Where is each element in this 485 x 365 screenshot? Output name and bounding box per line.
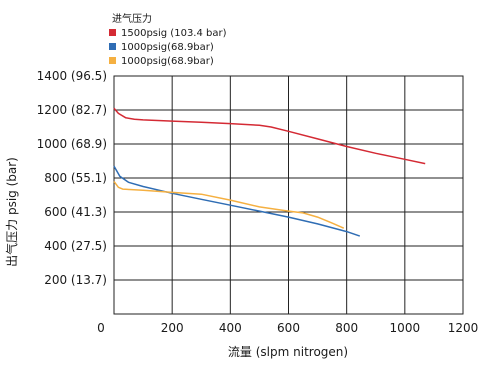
legend-label-1000psig-blue: 1000psig(68.9bar) bbox=[121, 42, 214, 53]
x-tick-labels: 0 200 400 600 800 1000 1200 bbox=[97, 321, 478, 335]
x-tick-label: 1000 bbox=[390, 321, 421, 335]
y-tick-label: 400 (27.5) bbox=[44, 239, 107, 253]
y-tick-label: 200 (13.7) bbox=[44, 273, 107, 287]
y-tick-label: 600 (41.3) bbox=[44, 205, 107, 219]
x-axis-label: 流量 (slpm nitrogen) bbox=[228, 345, 348, 359]
plot-grid bbox=[113, 75, 464, 315]
y-tick-labels: 200 (13.7) 400 (27.5) 600 (41.3) 800 (55.1)… bbox=[37, 69, 107, 287]
legend-swatch-1000psig-orange bbox=[109, 57, 116, 64]
x-tick-label: 400 bbox=[219, 321, 242, 335]
y-tick-label: 1000 (68.9) bbox=[37, 137, 107, 151]
x-tick-label: 600 bbox=[277, 321, 300, 335]
legend-title: 进气压力 bbox=[112, 12, 152, 25]
y-tick-label: 1400 (96.5) bbox=[37, 69, 107, 83]
y-tick-label: 800 (55.1) bbox=[44, 171, 107, 185]
series-line-2 bbox=[113, 180, 345, 229]
x-tick-label: 0 bbox=[97, 321, 105, 335]
series-layer bbox=[113, 107, 426, 237]
legend-swatch-1000psig-blue bbox=[109, 43, 116, 50]
x-tick-label: 1200 bbox=[448, 321, 479, 335]
x-tick-label: 200 bbox=[161, 321, 184, 335]
legend: 进气压力 1500psig (103.4 bar) 1000psig(68.9b… bbox=[109, 12, 227, 67]
legend-label-1000psig-orange: 1000psig(68.9bar) bbox=[121, 56, 214, 67]
series-line-0 bbox=[113, 107, 426, 165]
legend-swatch-1500psig bbox=[109, 29, 116, 36]
y-axis-label: 出气压力 psig (bar) bbox=[4, 157, 19, 267]
x-tick-label: 800 bbox=[335, 321, 358, 335]
series-line-1 bbox=[113, 165, 361, 237]
legend-label-1500psig: 1500psig (103.4 bar) bbox=[121, 28, 227, 39]
y-tick-label: 1200 (82.7) bbox=[37, 103, 107, 117]
